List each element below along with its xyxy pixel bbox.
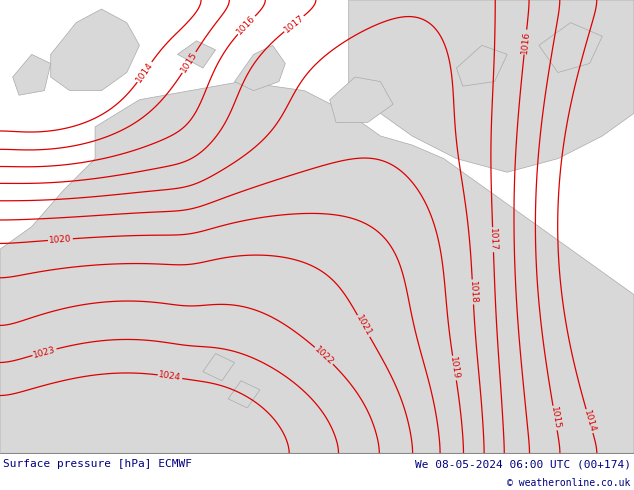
Text: Surface pressure [hPa] ECMWF: Surface pressure [hPa] ECMWF <box>3 459 192 469</box>
Text: We 08-05-2024 06:00 UTC (00+174): We 08-05-2024 06:00 UTC (00+174) <box>415 459 631 469</box>
Polygon shape <box>228 381 260 408</box>
Polygon shape <box>456 46 507 86</box>
Polygon shape <box>51 9 139 91</box>
Text: 1021: 1021 <box>354 314 373 338</box>
Text: 1015: 1015 <box>179 50 199 74</box>
Text: 1014: 1014 <box>134 60 155 84</box>
Polygon shape <box>0 81 634 453</box>
Polygon shape <box>178 41 216 68</box>
Text: 1014: 1014 <box>582 409 597 433</box>
Text: © weatheronline.co.uk: © weatheronline.co.uk <box>507 478 631 489</box>
Text: 1016: 1016 <box>235 14 257 36</box>
Text: 1022: 1022 <box>313 344 335 367</box>
Text: 1015: 1015 <box>548 406 561 430</box>
Text: 1020: 1020 <box>49 234 72 245</box>
Text: 1017: 1017 <box>488 228 498 251</box>
Text: 1023: 1023 <box>32 345 56 360</box>
Polygon shape <box>203 354 235 381</box>
Polygon shape <box>349 0 634 172</box>
Text: 1019: 1019 <box>448 356 461 380</box>
Text: 1018: 1018 <box>468 280 478 304</box>
Text: 1024: 1024 <box>158 370 182 383</box>
Text: 1016: 1016 <box>520 30 531 54</box>
Text: 1017: 1017 <box>282 13 306 34</box>
Polygon shape <box>235 46 285 91</box>
Polygon shape <box>13 54 51 95</box>
Polygon shape <box>330 77 393 122</box>
Polygon shape <box>539 23 602 73</box>
